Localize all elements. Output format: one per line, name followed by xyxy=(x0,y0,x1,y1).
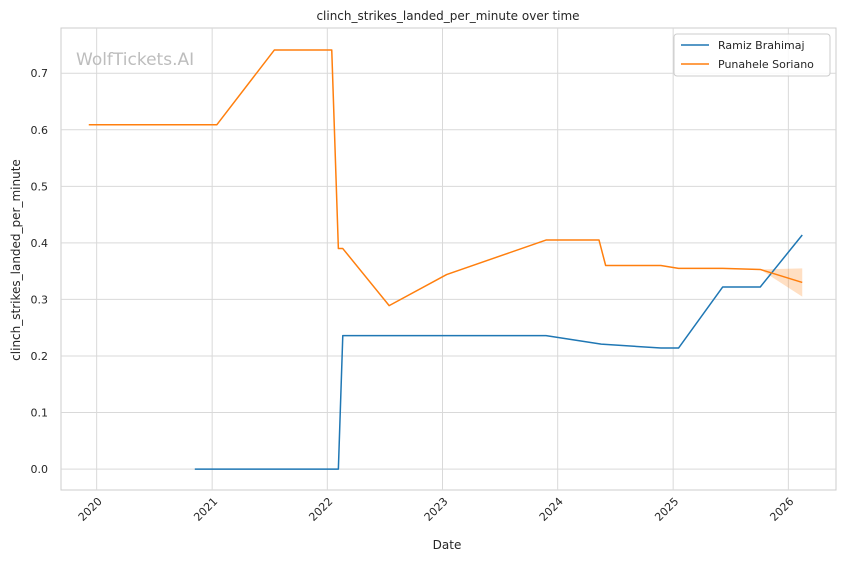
x-tick-label: 2020 xyxy=(76,495,105,524)
y-tick-label: 0.3 xyxy=(31,293,49,306)
y-tick-label: 0.7 xyxy=(31,67,49,80)
grid xyxy=(61,28,836,490)
x-axis-label: Date xyxy=(433,538,462,552)
x-tick-label: 2023 xyxy=(422,495,451,524)
y-tick-label: 0.5 xyxy=(31,180,49,193)
series-band xyxy=(760,268,803,297)
plot-area xyxy=(60,27,837,491)
x-tick-label: 2026 xyxy=(767,495,796,524)
x-tick-label: 2025 xyxy=(652,495,681,524)
x-tick-label: 2024 xyxy=(537,495,566,524)
chart-title: clinch_strikes_landed_per_minute over ti… xyxy=(316,9,579,23)
y-tick-label: 0.2 xyxy=(31,350,49,363)
y-axis-ticks: 0.0 0.1 0.2 0.3 0.4 0.5 0.6 0.7 xyxy=(31,67,49,476)
legend-box xyxy=(673,33,831,77)
y-axis-label: clinch_strikes_landed_per_minute xyxy=(9,159,23,361)
y-tick-label: 0.4 xyxy=(31,237,49,250)
legend: Ramiz Brahimaj Punahele Soriano xyxy=(673,33,831,77)
series-line xyxy=(194,234,803,470)
y-tick-label: 0.1 xyxy=(31,407,49,420)
x-tick-label: 2021 xyxy=(191,495,220,524)
y-tick-label: 0.6 xyxy=(31,124,49,137)
x-axis-ticks: 2020 2021 2022 2023 2024 2025 2026 xyxy=(76,495,797,524)
watermark: WolfTickets.AI xyxy=(76,50,194,70)
series-lines xyxy=(88,49,803,470)
confidence-bands xyxy=(760,268,803,297)
legend-label: Punahele Soriano xyxy=(718,58,814,71)
series-line xyxy=(88,49,803,307)
legend-label: Ramiz Brahimaj xyxy=(718,39,805,52)
x-tick-label: 2022 xyxy=(306,495,335,524)
y-tick-label: 0.0 xyxy=(31,463,49,476)
